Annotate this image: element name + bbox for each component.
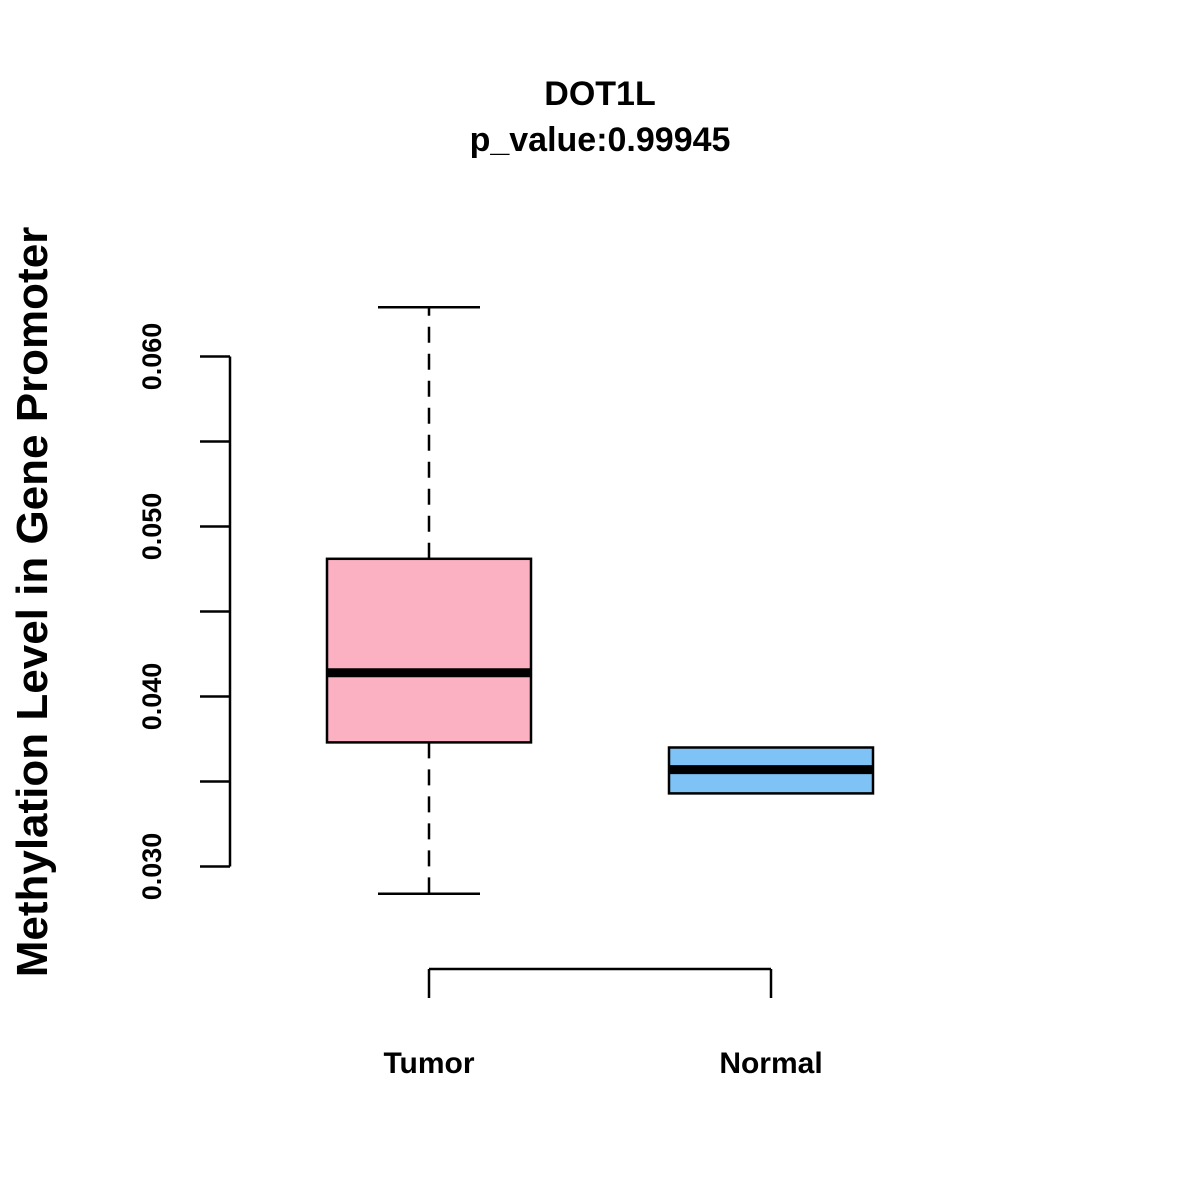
boxes-layer — [325, 305, 875, 895]
chart-subtitle: p_value:0.99945 — [470, 121, 731, 159]
box-tumor — [325, 305, 533, 895]
x-axis: Tumor Normal — [383, 967, 823, 1080]
x-tick-label-tumor: Tumor — [383, 1047, 474, 1080]
y-axis: 0.030 0.040 0.050 0.060 — [137, 323, 232, 901]
x-tick-label-normal: Normal — [719, 1047, 822, 1080]
y-tick-label: 0.040 — [137, 663, 167, 731]
y-tick-label: 0.060 — [137, 323, 167, 391]
y-tick-label: 0.050 — [137, 493, 167, 561]
chart-title: DOT1L — [544, 75, 655, 113]
y-tick-label: 0.030 — [137, 833, 167, 901]
y-axis-label: Methylation Level in Gene Promoter — [8, 227, 57, 978]
box-normal — [667, 746, 875, 795]
box-body — [325, 557, 533, 744]
